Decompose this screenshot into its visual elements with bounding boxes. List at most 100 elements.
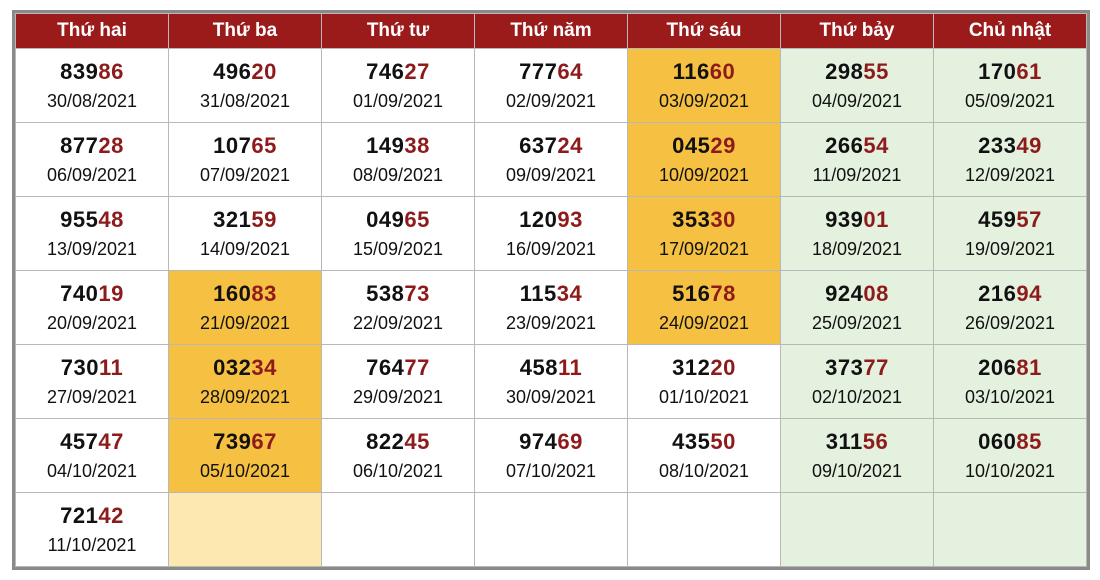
number-head: 637	[519, 132, 558, 158]
number-tail: 85	[1016, 428, 1042, 454]
result-number: 49620	[169, 58, 321, 86]
result-cell: 82245 06/10/2021	[322, 419, 474, 492]
number-head: 739	[213, 428, 252, 454]
result-date: 03/10/2021	[964, 386, 1056, 407]
result-number: 73967	[169, 428, 321, 456]
result-cell	[934, 493, 1086, 566]
result-cell: 45747 04/10/2021	[16, 419, 168, 492]
number-tail: 38	[404, 132, 430, 158]
number-head: 730	[60, 354, 99, 380]
result-cell: 83986 30/08/2021	[16, 49, 168, 122]
header-monday: Thứ hai	[16, 14, 168, 48]
number-head: 120	[519, 206, 558, 232]
result-number: 72142	[16, 502, 168, 530]
number-tail: 34	[251, 354, 277, 380]
result-date: 24/09/2021	[658, 312, 750, 333]
result-number: 82245	[322, 428, 474, 456]
number-head: 516	[672, 280, 711, 306]
result-date: 12/09/2021	[964, 164, 1056, 185]
result-cell: 03234 28/09/2021	[169, 345, 321, 418]
result-cell	[475, 493, 627, 566]
number-tail: 34	[556, 280, 583, 306]
number-tail: 42	[98, 502, 124, 528]
result-number: 31156	[781, 428, 933, 456]
result-cell: 29855 04/09/2021	[781, 49, 933, 122]
result-cell	[628, 493, 780, 566]
number-head: 032	[213, 354, 252, 380]
result-number: 77764	[475, 58, 627, 86]
lottery-results-table: Thứ hai Thứ ba Thứ tư Thứ năm Thứ sáu Th…	[15, 13, 1087, 567]
result-date: 25/09/2021	[811, 312, 903, 333]
result-date: 10/09/2021	[658, 164, 750, 185]
result-date: 30/08/2021	[46, 90, 138, 111]
result-cell: 77764 02/09/2021	[475, 49, 627, 122]
number-tail: 57	[1016, 206, 1042, 232]
result-number: 45811	[475, 354, 627, 382]
result-date: 06/10/2021	[352, 460, 444, 481]
result-cell: 16083 21/09/2021	[169, 271, 321, 344]
number-tail: 30	[710, 206, 736, 232]
result-cell: 21694 26/09/2021	[934, 271, 1086, 344]
result-date: 18/09/2021	[811, 238, 903, 259]
result-cell: 51678 24/09/2021	[628, 271, 780, 344]
number-tail: 20	[251, 58, 277, 84]
number-head: 160	[213, 280, 252, 306]
number-head: 312	[672, 354, 711, 380]
result-cell: 43550 08/10/2021	[628, 419, 780, 492]
result-cell: 04965 15/09/2021	[322, 197, 474, 270]
number-tail: 77	[404, 354, 430, 380]
number-tail: 11	[557, 354, 583, 380]
result-date: 09/09/2021	[505, 164, 597, 185]
result-date: 13/09/2021	[46, 238, 138, 259]
result-number: 31220	[628, 354, 780, 382]
result-number: 10765	[169, 132, 321, 160]
number-head: 721	[60, 502, 99, 528]
result-cell: 95548 13/09/2021	[16, 197, 168, 270]
results-body: 83986 30/08/2021 49620 31/08/2021 74627 01/09…	[16, 49, 1086, 566]
result-date: 21/09/2021	[199, 312, 291, 333]
result-number: 93901	[781, 206, 933, 234]
number-tail: 60	[709, 58, 736, 84]
number-head: 839	[60, 58, 99, 84]
number-head: 060	[978, 428, 1017, 454]
number-tail: 01	[863, 206, 889, 232]
number-tail: 55	[863, 58, 889, 84]
number-head: 974	[519, 428, 558, 454]
result-date: 20/09/2021	[46, 312, 138, 333]
number-head: 045	[672, 132, 711, 158]
number-tail: 61	[1016, 58, 1042, 84]
table-row: 95548 13/09/2021 32159 14/09/2021 04965 15/09…	[16, 197, 1086, 270]
result-date: 11/09/2021	[812, 164, 902, 185]
result-number: 12093	[475, 206, 627, 234]
header-saturday: Thứ bảy	[781, 14, 933, 48]
result-cell: 26654 11/09/2021	[781, 123, 933, 196]
result-cell: 12093 16/09/2021	[475, 197, 627, 270]
result-date: 31/08/2021	[199, 90, 291, 111]
number-head: 955	[60, 206, 99, 232]
result-date: 09/10/2021	[811, 460, 903, 481]
result-number: 16083	[169, 280, 321, 308]
result-number: 45957	[934, 206, 1086, 234]
result-date: 04/09/2021	[811, 90, 903, 111]
result-date: 17/09/2021	[658, 238, 750, 259]
number-tail: 47	[98, 428, 124, 454]
result-cell	[322, 493, 474, 566]
header-tuesday: Thứ ba	[169, 14, 321, 48]
result-date: 11/10/2021	[47, 534, 137, 555]
result-number: 11660	[628, 58, 780, 86]
result-date: 01/10/2021	[658, 386, 750, 407]
table-row: 72142 11/10/2021	[16, 493, 1086, 566]
result-cell: 11534 23/09/2021	[475, 271, 627, 344]
result-cell: 63724 09/09/2021	[475, 123, 627, 196]
number-head: 740	[60, 280, 99, 306]
result-number: 74627	[322, 58, 474, 86]
result-number: 95548	[16, 206, 168, 234]
number-tail: 81	[1016, 354, 1042, 380]
result-number: 14938	[322, 132, 474, 160]
result-date: 05/10/2021	[199, 460, 291, 481]
number-head: 746	[366, 58, 405, 84]
result-number: 43550	[628, 428, 780, 456]
result-number: 11534	[475, 280, 627, 308]
number-tail: 45	[404, 428, 430, 454]
result-cell: 32159 14/09/2021	[169, 197, 321, 270]
